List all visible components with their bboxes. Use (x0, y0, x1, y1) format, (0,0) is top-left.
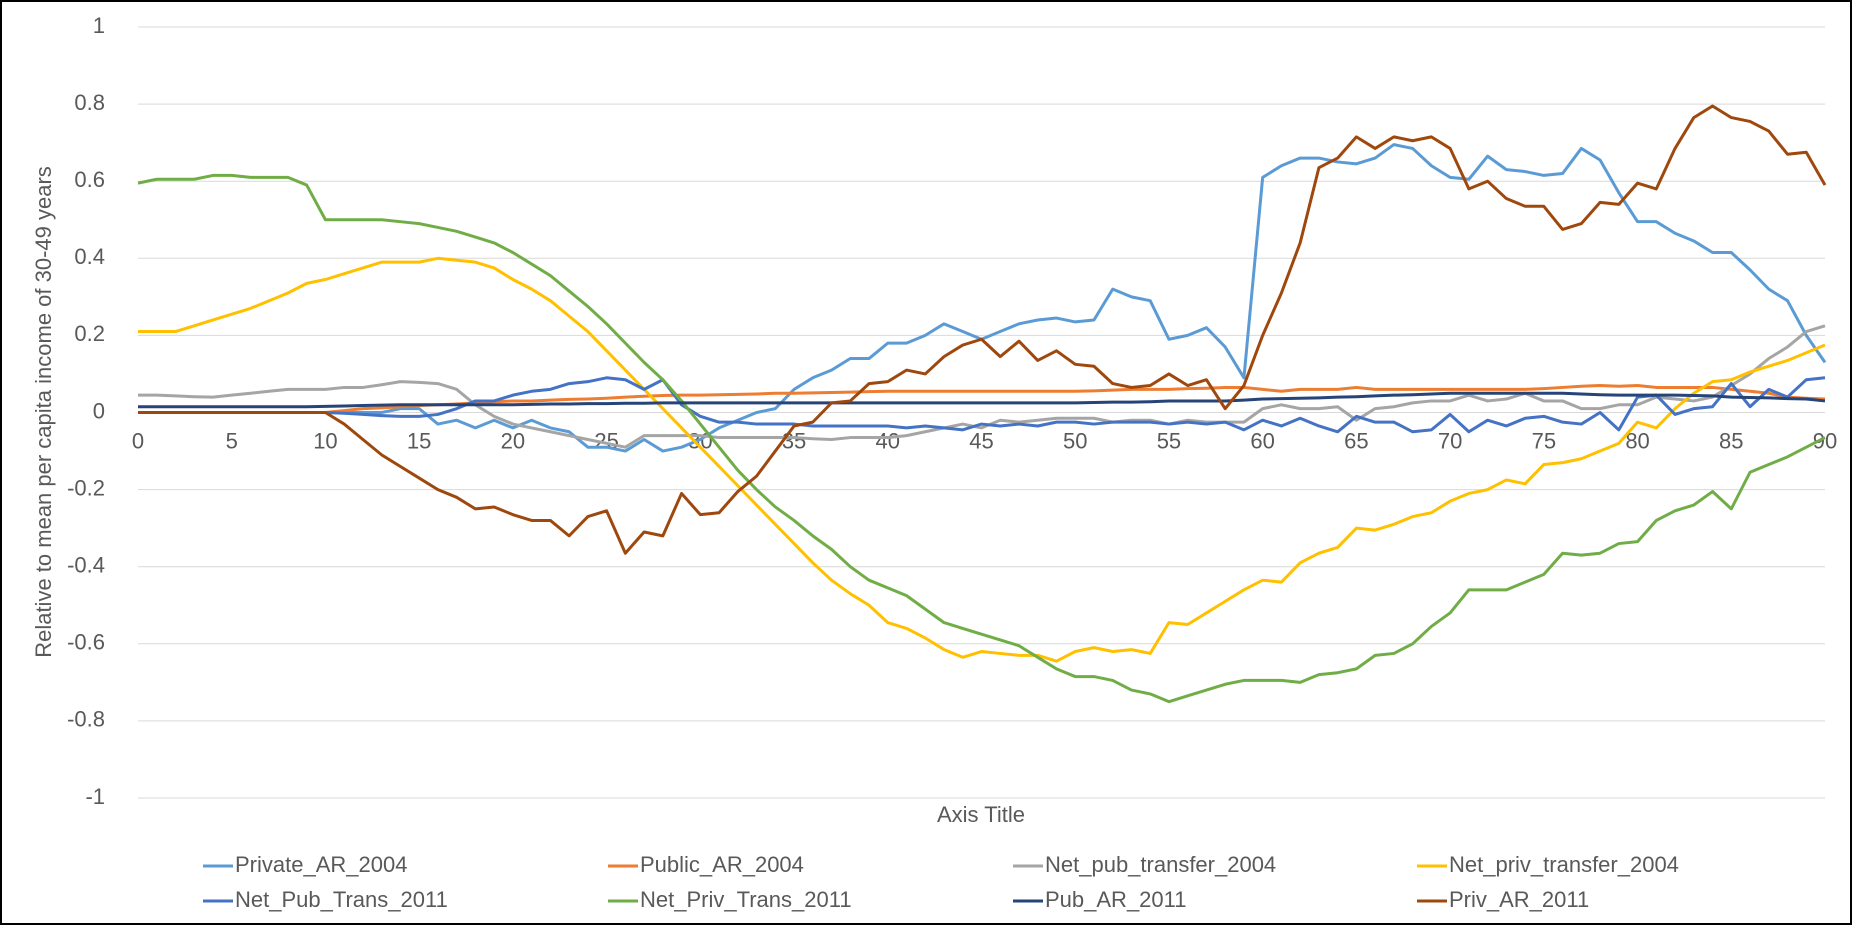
x-tick-label: 70 (1438, 428, 1462, 453)
x-tick-label: 65 (1344, 428, 1368, 453)
y-tick-label: -1 (85, 784, 105, 809)
x-tick-label: 50 (1063, 428, 1087, 453)
legend-label: Pub_AR_2011 (1045, 887, 1187, 912)
x-tick-label: 10 (313, 428, 337, 453)
x-tick-label: 75 (1532, 428, 1556, 453)
series-line (138, 104, 1827, 555)
y-tick-label: -0.4 (67, 553, 105, 578)
series-line (137, 173, 1826, 704)
x-tick-label: 45 (969, 428, 993, 453)
x-tick-label: 35 (782, 428, 806, 453)
y-tick-label: -0.8 (67, 707, 105, 732)
series-line (138, 324, 1826, 449)
y-tick-label: 0.8 (74, 90, 105, 115)
legend-label: Net_Pub_Trans_2011 (235, 887, 448, 912)
y-axis-title: Relative to mean per capita income of 30… (31, 166, 56, 658)
y-tick-label: 0.6 (74, 167, 105, 192)
x-tick-label: 60 (1250, 428, 1274, 453)
legend-label: Public_AR_2004 (640, 852, 804, 877)
x-axis-title: Axis Title (937, 802, 1025, 827)
x-tick-label: 5 (226, 428, 238, 453)
x-tick-label: 20 (501, 428, 525, 453)
x-tick-label: 85 (1719, 428, 1743, 453)
x-tick-label: 40 (876, 428, 900, 453)
y-tick-label: 0.4 (74, 244, 105, 269)
series-line (138, 256, 1826, 663)
y-tick-label: -0.2 (67, 475, 105, 500)
legend-label: Net_Priv_Trans_2011 (640, 887, 852, 912)
y-tick-label: 0 (93, 398, 105, 423)
series-line (138, 376, 1826, 434)
series-line (138, 391, 1826, 409)
x-tick-label: 0 (132, 428, 144, 453)
y-tick-label: -0.6 (67, 630, 105, 655)
y-tick-label: 1 (93, 13, 105, 38)
legend-label: Private_AR_2004 (235, 852, 407, 877)
y-tick-label: 0.2 (74, 321, 105, 346)
x-tick-label: 55 (1157, 428, 1181, 453)
x-tick-label: 15 (407, 428, 431, 453)
legend-label: Net_pub_transfer_2004 (1045, 852, 1276, 877)
legend-label: Net_priv_transfer_2004 (1449, 852, 1679, 877)
legend-label: Priv_AR_2011 (1449, 887, 1589, 912)
